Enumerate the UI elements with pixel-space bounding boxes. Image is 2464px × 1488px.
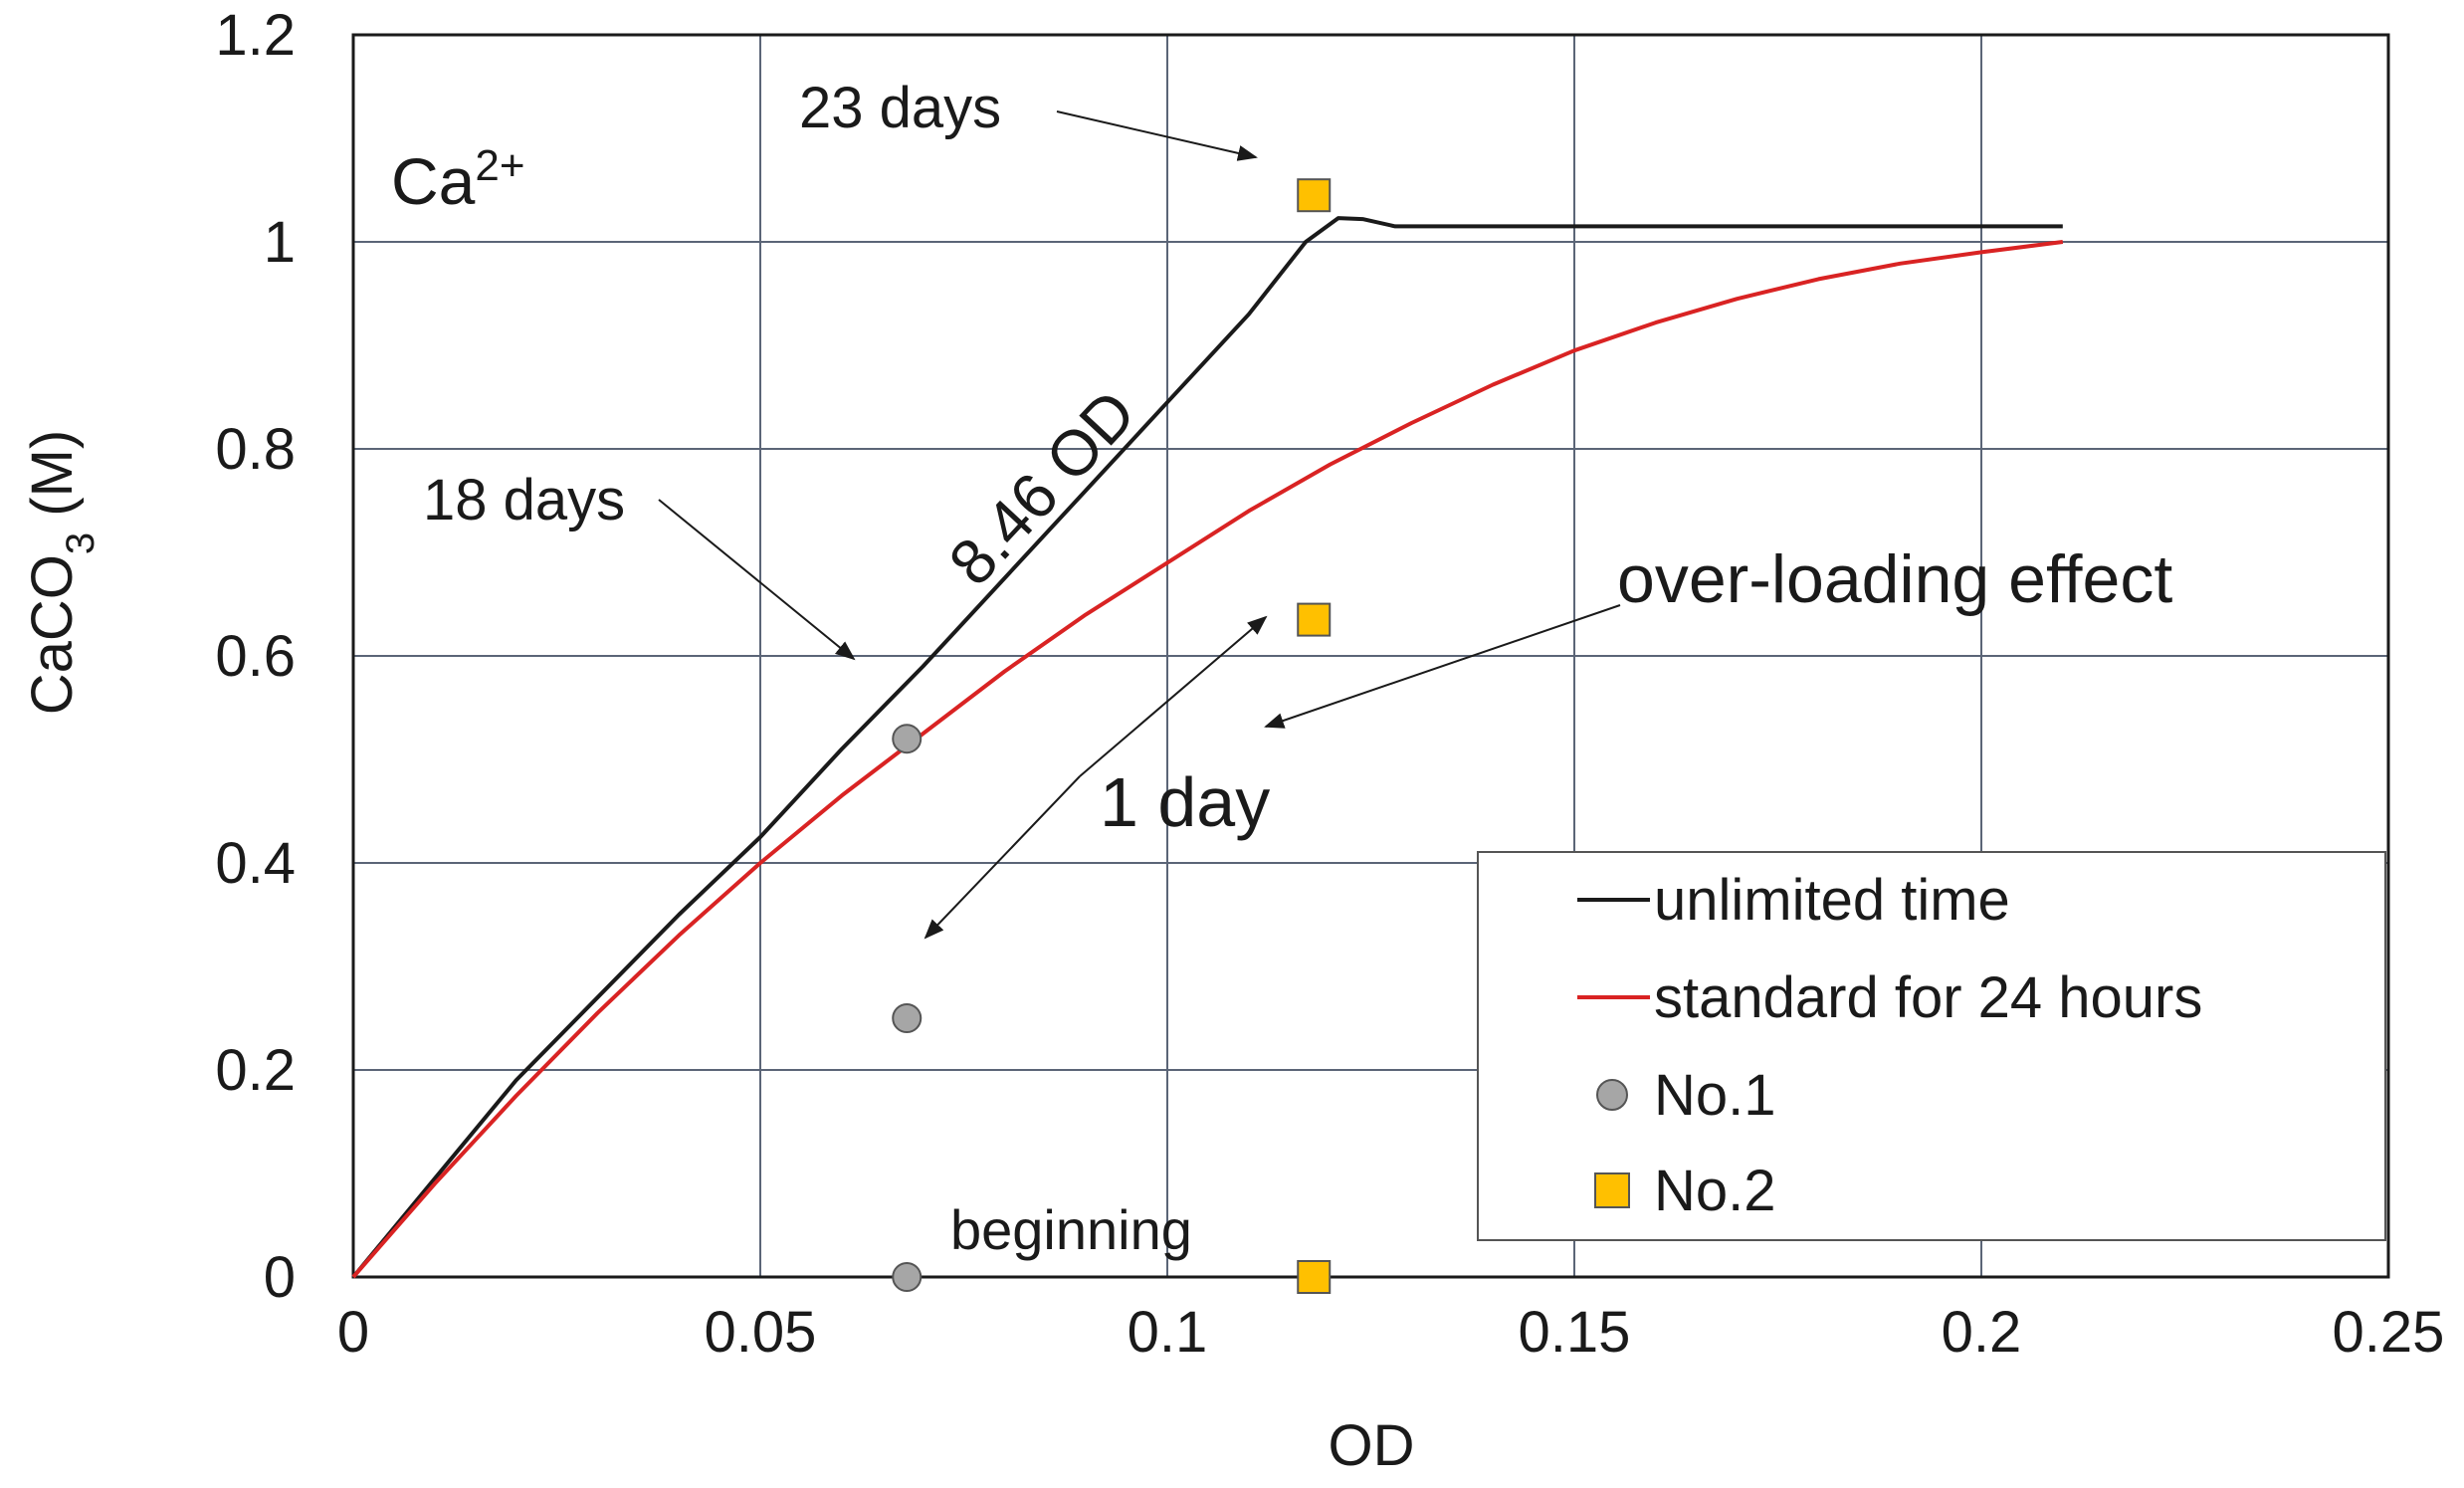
x-tick-label: 0.1 bbox=[1128, 1300, 1208, 1365]
y-tick-label: 0.8 bbox=[215, 417, 296, 482]
x-tick-label: 0.15 bbox=[1519, 1300, 1631, 1365]
ion-label-charge: 2+ bbox=[475, 141, 524, 190]
data-point-no-1 bbox=[892, 724, 923, 754]
arrow-1-day-down bbox=[924, 775, 1081, 940]
legend-label-no1: No.1 bbox=[1654, 1063, 1776, 1128]
x-tick-label: 0.2 bbox=[1942, 1300, 2022, 1365]
arrow-overloading bbox=[1264, 604, 1621, 729]
annotation-slope: 8.46 OD bbox=[935, 376, 1149, 598]
legend-label-standard-24h: standard for 24 hours bbox=[1654, 965, 2202, 1030]
annotation-beginning: beginning bbox=[950, 1198, 1192, 1261]
data-point-no-2 bbox=[1297, 602, 1332, 637]
y-axis-label-main: CaCO bbox=[20, 554, 85, 715]
y-tick-label: 0.6 bbox=[215, 624, 296, 689]
y-axis-label-sub: 3 bbox=[59, 532, 103, 554]
annotation-23-days: 23 days bbox=[799, 76, 1001, 140]
data-point-no-2 bbox=[1297, 178, 1332, 213]
legend-label-no2: No.2 bbox=[1654, 1159, 1776, 1223]
y-axis-ticks: 0 0.2 0.4 0.6 0.8 1 1.2 bbox=[215, 3, 296, 1310]
y-tick-label: 1 bbox=[264, 210, 296, 275]
data-point-no-2 bbox=[1297, 1260, 1332, 1294]
marker-layer bbox=[892, 178, 1332, 1294]
arrow-1-day-up bbox=[1079, 615, 1268, 777]
y-tick-label: 1.2 bbox=[215, 3, 296, 68]
ion-label-base: Ca bbox=[391, 144, 476, 218]
x-tick-label: 0.25 bbox=[2333, 1300, 2445, 1365]
ion-label: Ca2+ bbox=[391, 141, 525, 219]
y-axis-label: CaCO3 (M) bbox=[20, 430, 103, 715]
series-layer bbox=[351, 216, 2064, 1279]
x-axis-ticks: 0 0.05 0.1 0.15 0.2 0.25 bbox=[337, 1300, 2445, 1365]
data-point-no-1 bbox=[892, 1003, 923, 1033]
annotation-18-days: 18 days bbox=[423, 468, 625, 532]
series-line-standard-for-24-hours bbox=[351, 240, 2064, 1279]
legend: unlimited time standard for 24 hours No.… bbox=[1477, 851, 2386, 1241]
x-tick-label: 0.05 bbox=[705, 1300, 817, 1365]
annotation-1-day: 1 day bbox=[1100, 763, 1270, 841]
annotation-overloading: over-loading effect bbox=[1617, 541, 2172, 617]
plot-frame bbox=[351, 33, 2390, 1279]
y-axis-label-unit: (M) bbox=[20, 430, 85, 532]
y-tick-label: 0.2 bbox=[215, 1038, 296, 1103]
legend-label-unlimited-time: unlimited time bbox=[1654, 868, 2010, 933]
x-tick-label: 0 bbox=[337, 1300, 369, 1365]
y-tick-label: 0 bbox=[264, 1245, 296, 1310]
y-tick-label: 0.4 bbox=[215, 831, 296, 896]
arrow-23-days bbox=[1056, 110, 1258, 161]
arrow-18-days bbox=[658, 499, 856, 661]
series-line-unlimited-time bbox=[351, 216, 2063, 1279]
x-axis-label: OD bbox=[1329, 1413, 1415, 1478]
legend-swatch-no2 bbox=[1594, 1172, 1630, 1208]
legend-swatch-no1 bbox=[1596, 1079, 1628, 1111]
data-point-no-1 bbox=[892, 1262, 923, 1292]
